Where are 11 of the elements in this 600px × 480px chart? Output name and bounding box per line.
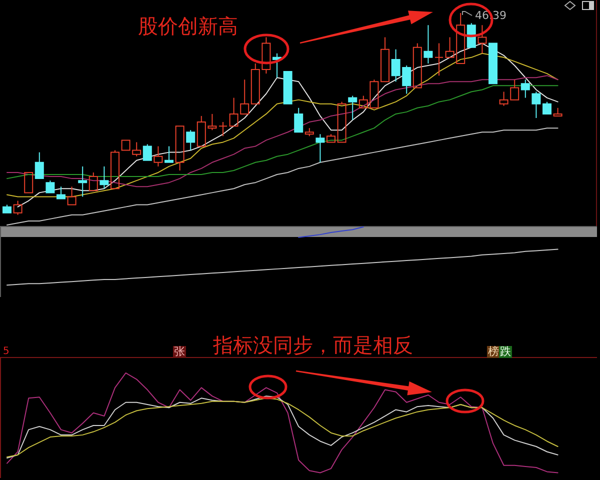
text: 跌	[499, 345, 512, 358]
text: 指标没同步，而是相反	[213, 333, 413, 357]
candlestick	[478, 24, 487, 54]
candlestick	[424, 24, 433, 64]
text: 张	[173, 345, 186, 358]
annotation: 股价创新高	[138, 14, 238, 38]
text: 5	[3, 346, 10, 357]
candlestick	[434, 42, 444, 76]
candlestick	[78, 166, 88, 198]
candlestick	[532, 91, 541, 118]
text: 榜	[487, 345, 500, 358]
